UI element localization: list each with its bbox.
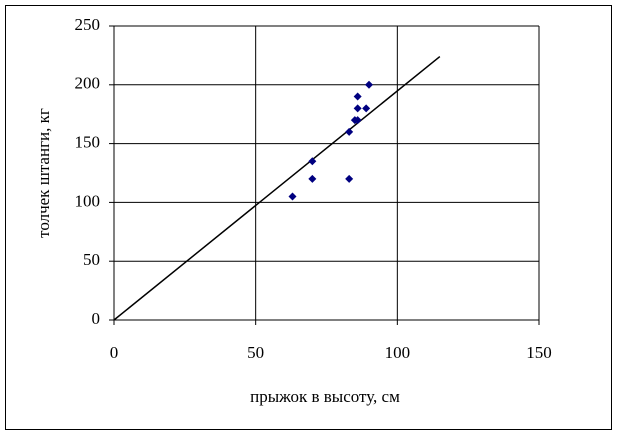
y-tick-label: 50 (83, 250, 100, 269)
x-tick-label: 100 (385, 343, 411, 362)
y-tick-label: 200 (75, 74, 101, 93)
data-point (353, 116, 362, 125)
y-tick-label: 100 (75, 191, 101, 210)
data-point (365, 80, 373, 89)
data-point (353, 104, 362, 113)
x-tick-label: 0 (110, 343, 119, 362)
data-point (345, 174, 354, 183)
data-point (308, 157, 317, 166)
x-axis-title: прыжок в высоту, см (250, 387, 400, 406)
y-tick-label: 250 (75, 15, 101, 34)
x-tick-label: 50 (247, 343, 264, 362)
data-point (353, 92, 362, 101)
chart-frame (5, 5, 612, 430)
y-tick-label: 0 (92, 309, 101, 328)
trendline (113, 55, 441, 321)
data-point (362, 104, 371, 113)
data-point (308, 174, 317, 183)
data-point (345, 127, 354, 136)
y-tick-label: 150 (75, 133, 101, 152)
data-point (288, 192, 297, 201)
x-tick-label: 150 (526, 343, 552, 362)
y-axis-title: толчек штанги, кг (34, 108, 53, 238)
